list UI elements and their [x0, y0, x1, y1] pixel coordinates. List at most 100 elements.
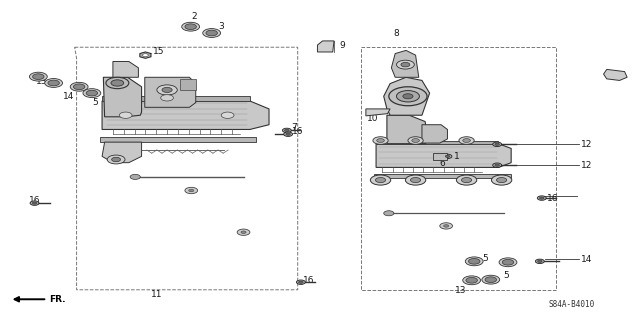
Circle shape [403, 94, 413, 99]
Circle shape [444, 225, 449, 227]
Circle shape [396, 91, 419, 102]
Circle shape [284, 132, 292, 137]
Text: 16: 16 [292, 127, 303, 136]
Text: 6: 6 [440, 159, 445, 168]
Circle shape [143, 54, 148, 56]
Circle shape [463, 276, 481, 285]
Circle shape [45, 78, 63, 87]
Text: 12: 12 [581, 161, 593, 170]
Circle shape [463, 139, 470, 142]
Circle shape [106, 77, 129, 89]
Circle shape [389, 87, 427, 106]
Circle shape [162, 87, 172, 93]
Text: 10: 10 [367, 114, 378, 123]
Text: 12: 12 [581, 140, 593, 149]
Text: FR.: FR. [49, 295, 66, 304]
Text: 1: 1 [454, 152, 460, 161]
Circle shape [206, 30, 218, 36]
Text: 13: 13 [455, 286, 467, 295]
Polygon shape [113, 62, 138, 77]
Text: 4: 4 [610, 73, 616, 82]
Polygon shape [100, 137, 256, 142]
Circle shape [376, 178, 386, 182]
Circle shape [130, 174, 140, 179]
Circle shape [405, 175, 426, 185]
Circle shape [119, 112, 132, 118]
Text: 7: 7 [291, 123, 297, 132]
Circle shape [107, 155, 125, 164]
Circle shape [70, 82, 88, 91]
Polygon shape [102, 142, 141, 163]
Circle shape [408, 137, 423, 144]
Polygon shape [145, 77, 196, 107]
Text: S84A-B4010: S84A-B4010 [548, 300, 595, 309]
Polygon shape [103, 77, 141, 117]
Text: 9: 9 [339, 41, 345, 49]
Circle shape [459, 137, 474, 144]
Polygon shape [387, 115, 428, 144]
Circle shape [285, 129, 289, 131]
Circle shape [296, 280, 305, 285]
Circle shape [373, 137, 388, 144]
Circle shape [157, 85, 177, 95]
Circle shape [495, 143, 499, 145]
Circle shape [286, 133, 291, 135]
Circle shape [237, 229, 250, 235]
Circle shape [468, 258, 480, 264]
Circle shape [492, 175, 512, 185]
Circle shape [241, 231, 246, 234]
Circle shape [161, 95, 173, 101]
Polygon shape [366, 109, 390, 116]
Circle shape [466, 278, 477, 283]
Text: 5: 5 [503, 271, 509, 280]
Text: 16: 16 [29, 196, 41, 205]
Text: 5: 5 [483, 254, 488, 263]
Circle shape [538, 196, 546, 200]
Text: 14: 14 [581, 255, 593, 263]
Circle shape [443, 154, 452, 159]
Circle shape [465, 257, 483, 266]
Circle shape [493, 142, 502, 146]
Text: 16: 16 [547, 194, 558, 203]
Polygon shape [376, 144, 511, 167]
Circle shape [111, 80, 124, 86]
Circle shape [74, 84, 85, 90]
Polygon shape [422, 125, 447, 143]
Polygon shape [604, 69, 627, 80]
Circle shape [29, 72, 47, 81]
Circle shape [461, 178, 472, 182]
Circle shape [482, 275, 500, 284]
Polygon shape [180, 79, 196, 90]
Text: 14: 14 [63, 92, 74, 101]
Circle shape [371, 175, 391, 185]
Circle shape [412, 139, 419, 142]
Circle shape [410, 178, 420, 182]
Polygon shape [392, 50, 419, 77]
Circle shape [540, 197, 544, 199]
Circle shape [282, 128, 291, 133]
Circle shape [182, 22, 200, 31]
Circle shape [33, 74, 44, 79]
Polygon shape [376, 141, 499, 144]
Circle shape [83, 89, 100, 98]
Text: 11: 11 [150, 290, 162, 299]
Circle shape [48, 80, 60, 86]
Circle shape [111, 157, 120, 162]
Circle shape [32, 202, 36, 204]
Circle shape [299, 281, 303, 283]
Circle shape [86, 90, 98, 96]
Circle shape [538, 260, 542, 263]
Circle shape [384, 211, 394, 216]
Circle shape [456, 175, 477, 185]
Circle shape [185, 24, 196, 30]
Polygon shape [102, 96, 250, 101]
Circle shape [189, 189, 194, 192]
Circle shape [499, 258, 517, 267]
Circle shape [396, 60, 414, 69]
Circle shape [497, 178, 507, 182]
Polygon shape [374, 174, 511, 178]
Polygon shape [384, 77, 429, 115]
Text: 13: 13 [36, 77, 48, 85]
Polygon shape [102, 101, 269, 130]
Text: 2: 2 [191, 12, 197, 21]
